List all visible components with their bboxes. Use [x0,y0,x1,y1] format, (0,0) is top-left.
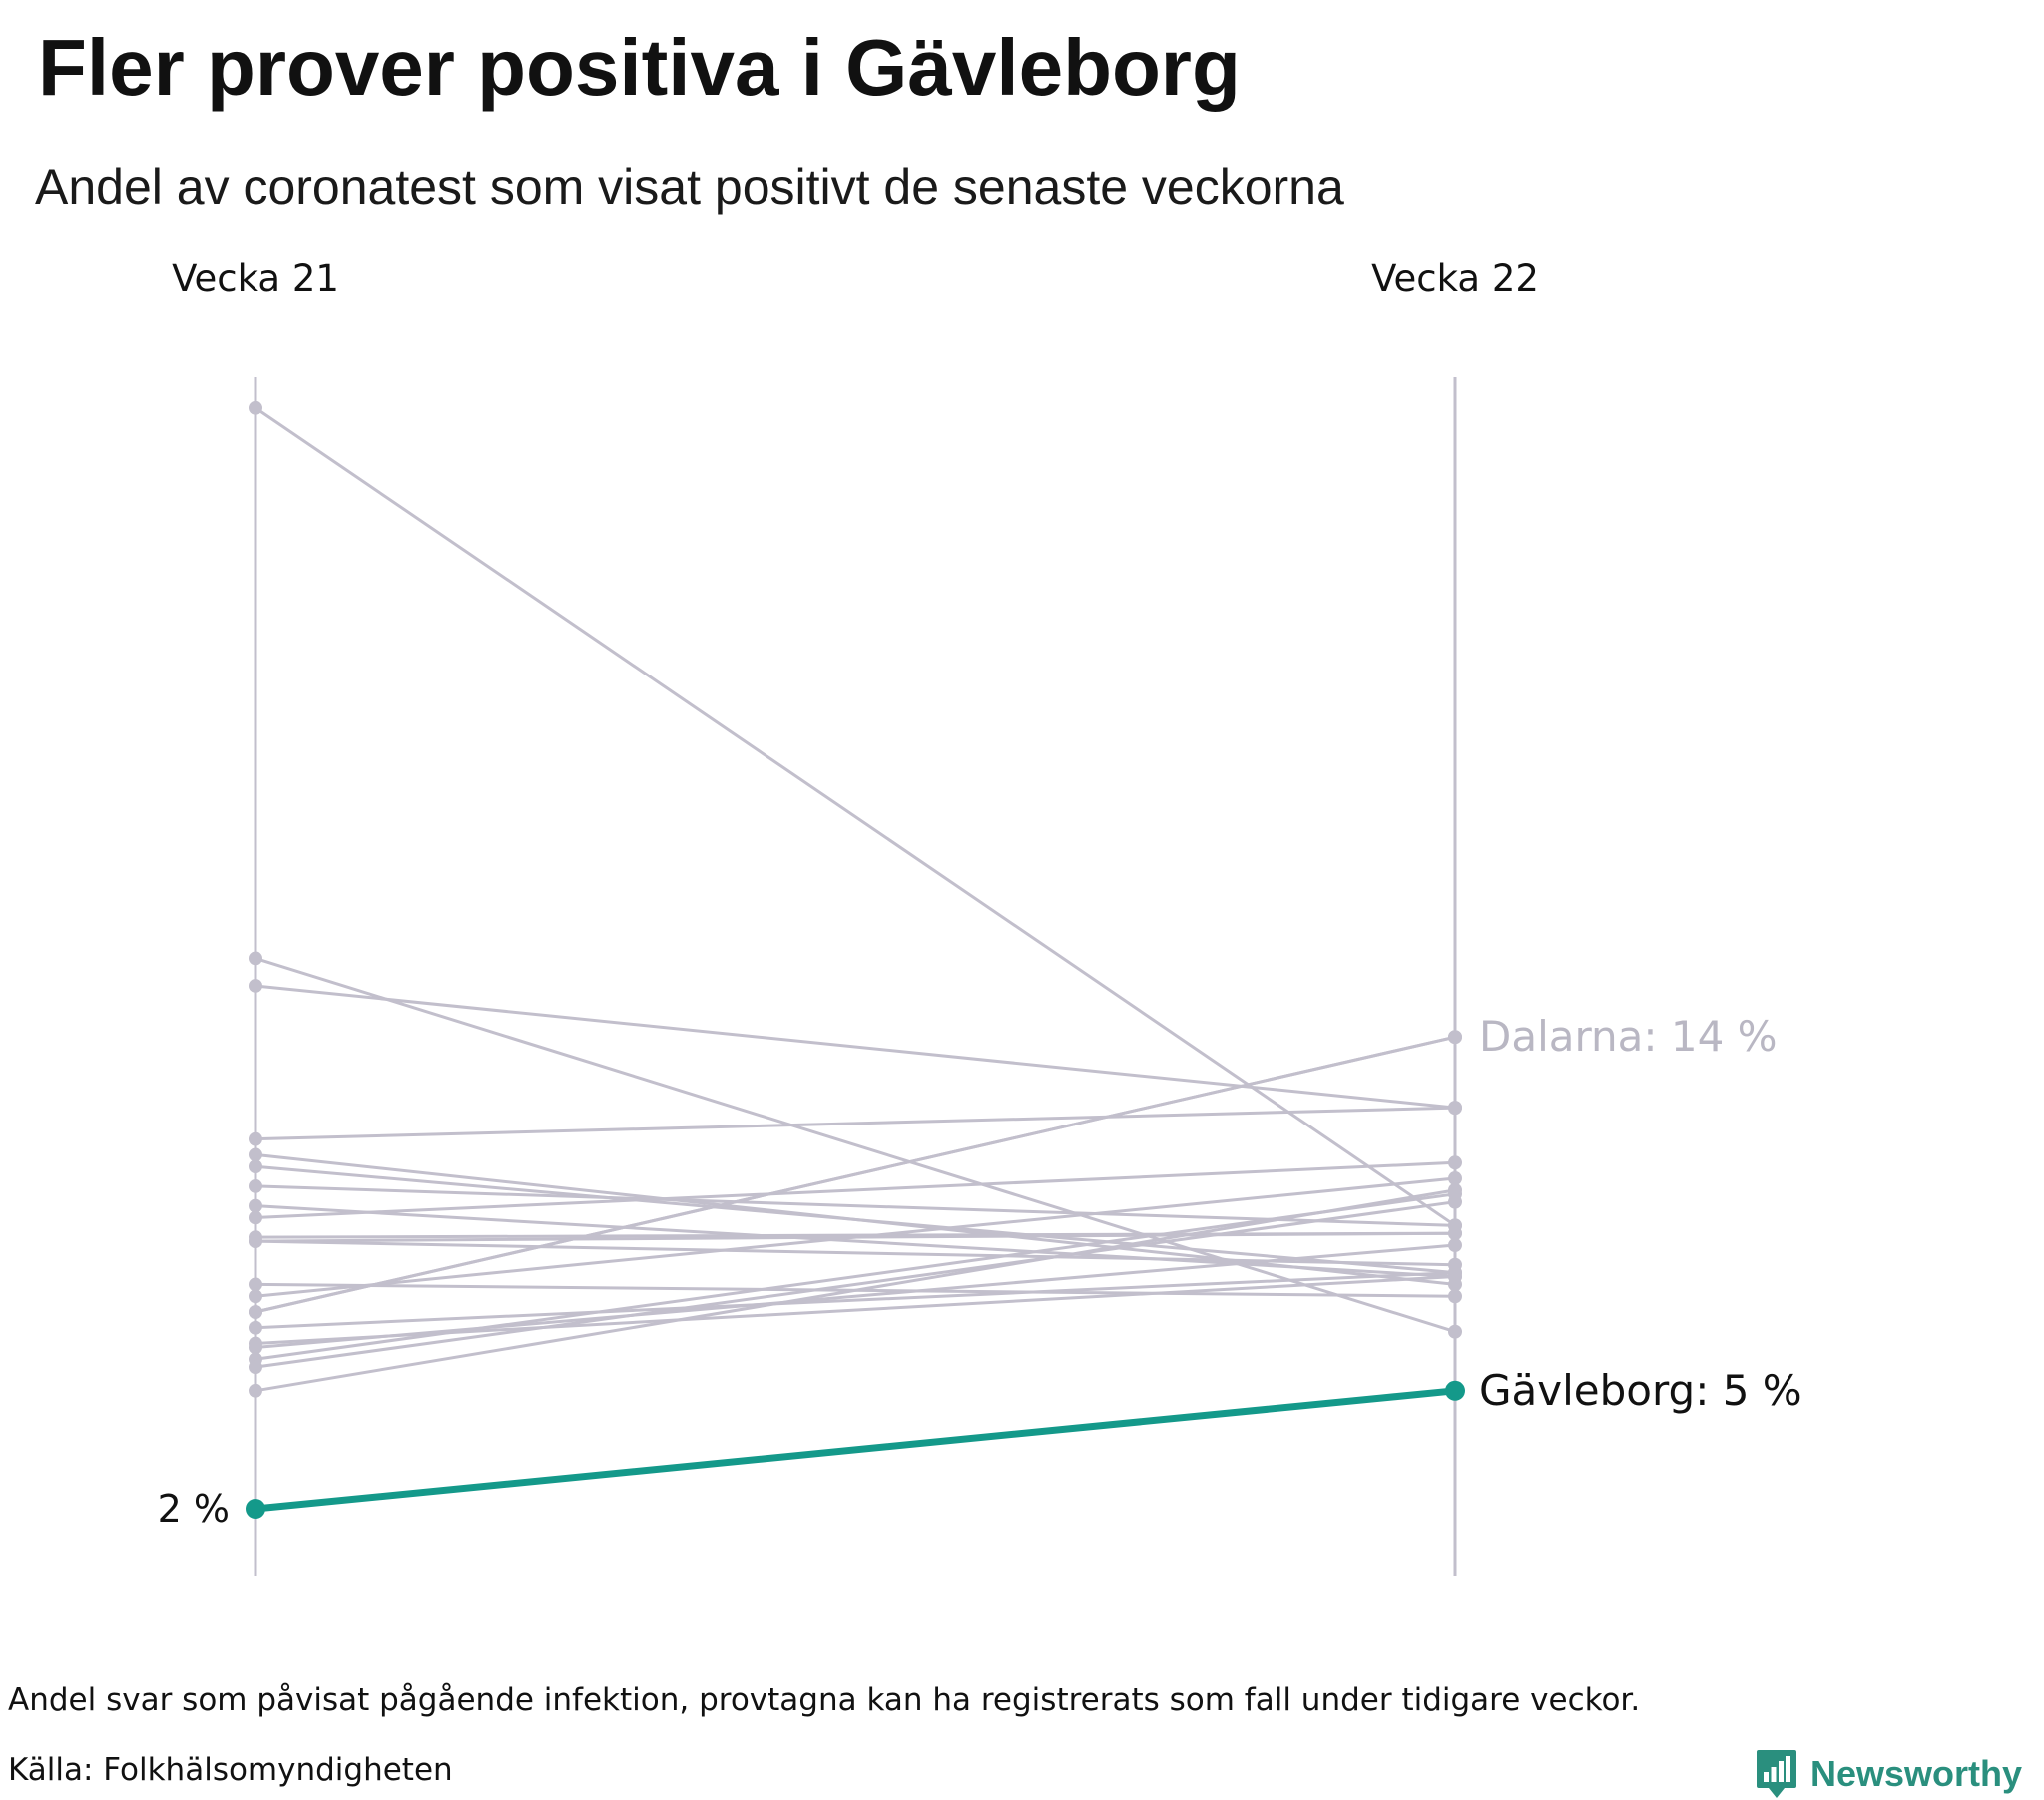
source-note: Källa: Folkhälsomyndigheten [8,1752,453,1788]
series-point [249,1305,262,1319]
series-point [249,1210,262,1225]
series-line [255,406,1456,1227]
series-line [255,1192,1456,1361]
series-line [255,956,1456,1334]
brand-name: Newsworthy [1810,1753,2023,1794]
column-label-vecka-22: Vecka 22 [1371,257,1539,300]
chart-subtitle: Andel av coronatest som visat positivt d… [35,159,1344,215]
series-point [249,1178,262,1193]
series-point [249,1277,262,1292]
annotation-end-label: Dalarna: 14 % [1479,1012,1778,1061]
series-point [249,1147,262,1162]
series-point [249,951,262,966]
series-line [255,1160,1456,1219]
footnote: Andel svar som påvisat pågående infektio… [8,1682,1641,1718]
series-point [1448,1101,1462,1116]
series-point [1448,1226,1462,1241]
brand-logo: Newsworthy [1755,1748,2022,1800]
newsworthy-logo-icon [1757,1750,1796,1798]
series-point [249,400,262,415]
series-point [249,1234,262,1249]
series-point [249,1131,262,1146]
highlight-start-label: 2 % [158,1487,230,1531]
series-point [1448,1289,1462,1304]
series-line [255,1243,1456,1349]
highlight-series-line [252,1387,1459,1513]
series-point [249,1289,262,1304]
series-line [255,1176,1456,1298]
column-label-vecka-21: Vecka 21 [172,257,339,300]
series-line [255,984,1456,1110]
series-line [255,1204,1456,1279]
series-point [249,978,262,993]
series-point [1448,1182,1462,1197]
series-line [255,1106,1456,1141]
series-line [255,1164,1456,1275]
series-point [1448,1155,1462,1170]
series-point [1448,1030,1462,1045]
series-point [249,1340,262,1355]
series-point [249,1360,262,1375]
series-point [1448,1269,1462,1284]
highlight-point [246,1499,265,1519]
series-point [1448,1194,1462,1209]
chart-title: Fler prover positiva i Gävleborg [38,23,1241,112]
slope-chart: 2 % Gävleborg: 5 % Dalarna: 14 % [158,377,1802,1576]
series-point [249,1159,262,1174]
highlight-end-label: Gävleborg: 5 % [1479,1366,1802,1415]
series-line [255,1035,1456,1314]
series-point [249,1320,262,1335]
series-point [1448,1238,1462,1253]
series-point [249,1383,262,1398]
series-line [255,1200,1456,1369]
series-line [255,1184,1456,1227]
series-line [255,1188,1456,1393]
series-point [249,1198,262,1213]
series-line [255,1271,1456,1330]
highlight-point [1445,1380,1465,1401]
series-point [1448,1324,1462,1339]
series-point [1448,1171,1462,1186]
